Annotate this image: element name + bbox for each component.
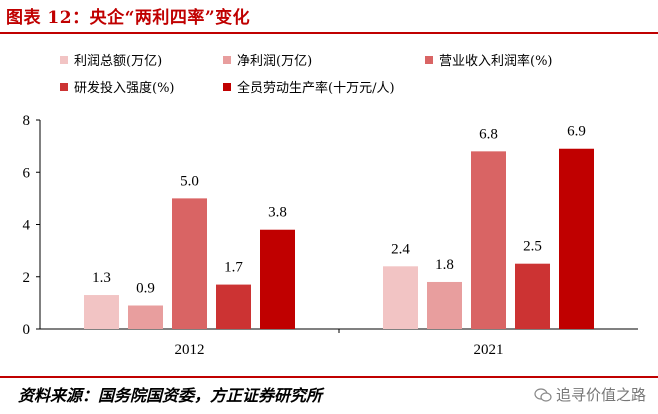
data-label: 2.5 (523, 239, 542, 255)
title-divider (0, 32, 658, 34)
data-label: 0.9 (136, 280, 155, 296)
legend-label: 营业收入利润率(%) (439, 54, 553, 69)
y-tick-label: 8 (23, 113, 31, 129)
bar (84, 295, 119, 329)
legend-item: 研发投入强度(%) (60, 77, 175, 96)
data-label: 1.3 (92, 270, 111, 286)
bar (383, 266, 418, 329)
bar (172, 198, 207, 329)
y-tick-label: 0 (23, 322, 31, 338)
bar (260, 229, 295, 329)
legend-label: 利润总额(万亿) (74, 54, 163, 69)
y-tick-label: 2 (23, 270, 31, 286)
data-label: 1.7 (224, 260, 243, 276)
legend-label: 全员劳动生产率(十万元/人) (237, 81, 395, 96)
bar-chart: 0 2 4 6 8 2012 1.3 0.9 5.0 1.7 3.8 2021 2.4 1.8 6.8 2.5… (23, 113, 638, 358)
data-label: 6.9 (567, 124, 586, 140)
data-label: 5.0 (180, 173, 199, 189)
watermark: 追寻价值之路 (534, 384, 646, 405)
legend-swatch (60, 82, 68, 91)
bar (216, 284, 251, 329)
legend-swatch (223, 55, 231, 64)
data-label: 1.8 (435, 257, 454, 273)
data-label: 6.8 (479, 126, 498, 142)
legend-item: 全员劳动生产率(十万元/人) (223, 77, 395, 96)
bar (515, 263, 550, 329)
data-label: 3.8 (268, 205, 287, 221)
bar (471, 151, 506, 329)
data-label: 2.4 (391, 241, 410, 257)
watermark-text: 追寻价值之路 (555, 386, 646, 404)
bar (559, 148, 594, 329)
bar (128, 305, 163, 329)
legend-item: 利润总额(万亿) (60, 50, 162, 69)
x-tick-label: 2012 (175, 342, 205, 358)
footer-divider (0, 376, 658, 378)
legend-swatch (60, 55, 68, 64)
legend-item: 营业收入利润率(%) (425, 50, 553, 69)
wechat-icon (534, 387, 552, 402)
y-tick-label: 6 (23, 165, 31, 181)
legend-label: 研发投入强度(%) (74, 81, 175, 96)
legend-swatch (425, 55, 433, 64)
figure-title: 图表 12：央企“两利四率”变化 (6, 8, 251, 28)
legend-label: 净利润(万亿) (237, 54, 313, 69)
bar (427, 281, 462, 329)
source-note: 资料来源：国务院国资委，方正证券研究所 (18, 386, 323, 405)
y-tick-label: 4 (23, 218, 31, 234)
legend-swatch (223, 82, 231, 91)
legend-item: 净利润(万亿) (223, 50, 312, 69)
x-tick-label: 2021 (474, 342, 504, 358)
